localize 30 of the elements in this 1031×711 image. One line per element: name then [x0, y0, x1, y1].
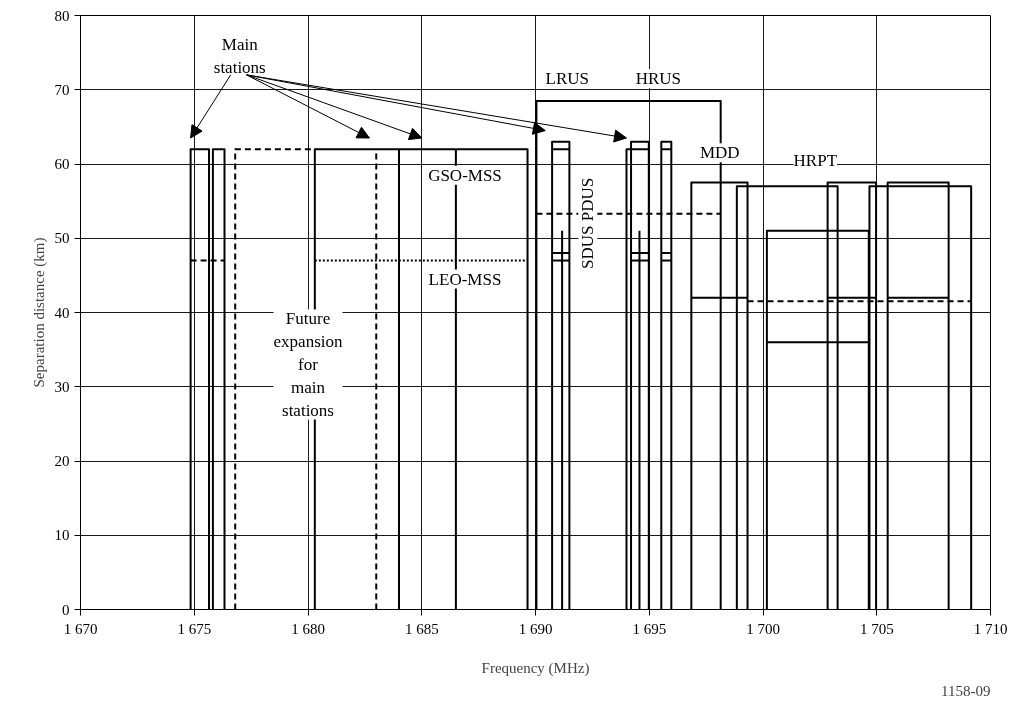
y-tick-label: 60: [54, 156, 70, 172]
y-tick-label: 20: [54, 453, 70, 469]
annotation: LEO-MSS: [428, 269, 502, 289]
y-tick-label: 70: [54, 81, 70, 98]
y-tick-label: 40: [54, 304, 70, 321]
x-tick-label: 1 670: [63, 620, 98, 637]
y-tick-label: 30: [54, 378, 70, 395]
y-tick-label: 10: [54, 527, 70, 544]
annotation: HRUS: [635, 69, 682, 89]
y-tick-label: 0: [62, 601, 70, 618]
x-tick-label: 1 690: [518, 620, 553, 637]
x-tick-label: 1 685: [404, 620, 439, 637]
y-tick-label: 50: [54, 230, 70, 247]
x-tick-label: 1 705: [859, 620, 894, 637]
annotation: Main stations: [213, 35, 266, 78]
y-axis-title: Separation distance (km): [30, 237, 48, 388]
x-tick-label: 1 700: [746, 620, 780, 637]
annotation: GSO-MSS: [428, 165, 502, 185]
annotation: Future expansion for main stations: [273, 309, 343, 420]
annotation: SDUS PDUS: [578, 177, 598, 269]
y-tick-label: 80: [54, 7, 70, 24]
text: 1158-09: [941, 682, 991, 699]
x-tick-label: 1 710: [973, 620, 1008, 637]
x-tick-label: 1 675: [177, 620, 212, 637]
annotation: HRPT: [793, 150, 838, 170]
x-tick-label: 1 695: [632, 620, 667, 637]
annotation: MDD: [699, 143, 740, 163]
x-axis-title: Frequency (MHz): [481, 659, 590, 677]
annotation: LRUS: [545, 69, 590, 89]
x-tick-label: 1 680: [291, 620, 325, 637]
